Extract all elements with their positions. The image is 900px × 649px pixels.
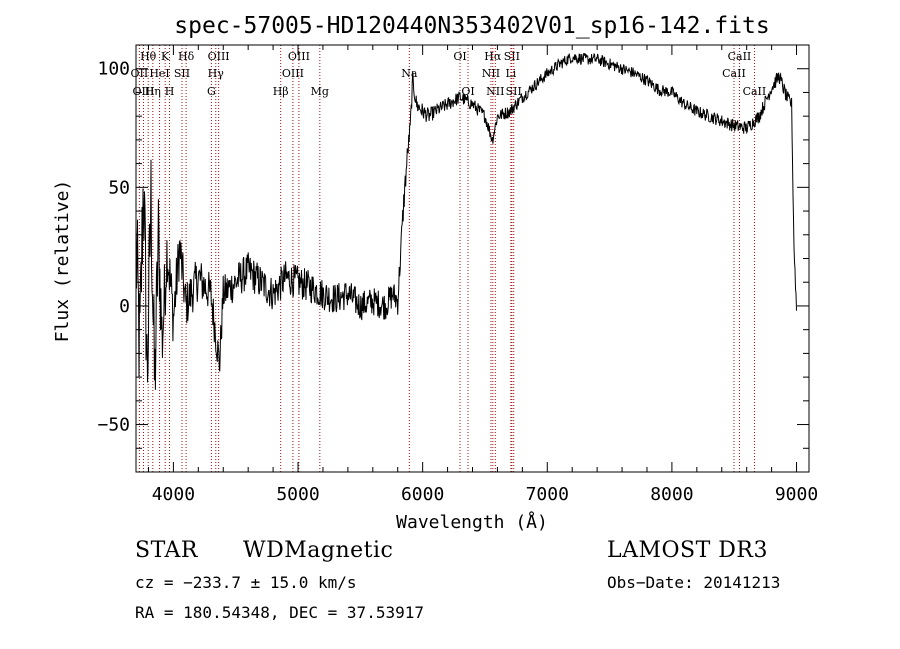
x-axis-label: Wavelength (Å) [396, 511, 548, 533]
line-label: CaII [722, 67, 746, 80]
line-label: Hδ [178, 50, 195, 63]
line-label: OII [131, 67, 149, 80]
spectrum-series-line [135, 52, 797, 390]
line-label: H [165, 85, 175, 98]
line-label: HeI [149, 67, 169, 80]
x-tick-label: 5000 [276, 484, 319, 505]
spectral-line-markers: Hθ OII OIII K HeI Hη H SII Hδ OIII Hγ G Hβ OIII OIII Mg… [131, 45, 767, 472]
line-label: NII [486, 85, 504, 98]
line-label: Hβ [273, 85, 289, 98]
plot-frame [135, 44, 810, 473]
survey-name: LAMOST DR3 [607, 538, 768, 563]
axis-ticks: 4000 5000 6000 7000 8000 9000 −50 0 50 100 [97, 44, 818, 505]
line-label: Hα [484, 50, 502, 63]
y-tick-label: −50 [97, 415, 130, 436]
line-label: G [207, 85, 216, 98]
y-tick-label: 50 [108, 177, 130, 198]
y-axis-label: Flux (relative) [52, 180, 73, 343]
line-label: SII [174, 67, 190, 80]
x-tick-label: 8000 [650, 484, 693, 505]
x-tick-label: 9000 [775, 484, 818, 505]
line-label: Hγ [208, 67, 225, 80]
line-label: SII [506, 85, 522, 98]
line-label: OIII [132, 85, 154, 98]
line-label: NII [482, 67, 500, 80]
redshift-text: cz = −233.7 ± 15.0 km/s [135, 573, 357, 592]
object-subclass: WDMagnetic [243, 538, 394, 563]
y-tick-label: 0 [119, 296, 130, 317]
line-label: K [161, 50, 170, 63]
y-tick-label: 100 [97, 59, 130, 80]
x-tick-label: 7000 [526, 484, 569, 505]
line-label: OI [461, 85, 474, 98]
line-label: OIII [282, 67, 304, 80]
coordinates: RA = 180.54348, DEC = 37.53917 [135, 603, 424, 622]
obs-date: Obs−Date: 20141213 [607, 573, 781, 592]
line-label: SII [504, 50, 520, 63]
line-label: CaII [743, 85, 767, 98]
chart-title: spec-57005-HD120440N353402V01_sp16-142.f… [174, 13, 769, 39]
line-label: CaII [728, 50, 752, 63]
line-label: Hθ [140, 50, 157, 63]
line-label: OI [453, 50, 466, 63]
line-label: Na [401, 67, 418, 80]
object-class: STAR [135, 538, 198, 563]
x-tick-label: 4000 [152, 484, 195, 505]
line-label: Hη [145, 85, 161, 98]
x-tick-label: 6000 [401, 484, 444, 505]
line-label: Li [505, 67, 516, 80]
line-label: OIII [208, 50, 230, 63]
line-label: Mg [311, 85, 329, 98]
line-label: OIII [288, 50, 310, 63]
